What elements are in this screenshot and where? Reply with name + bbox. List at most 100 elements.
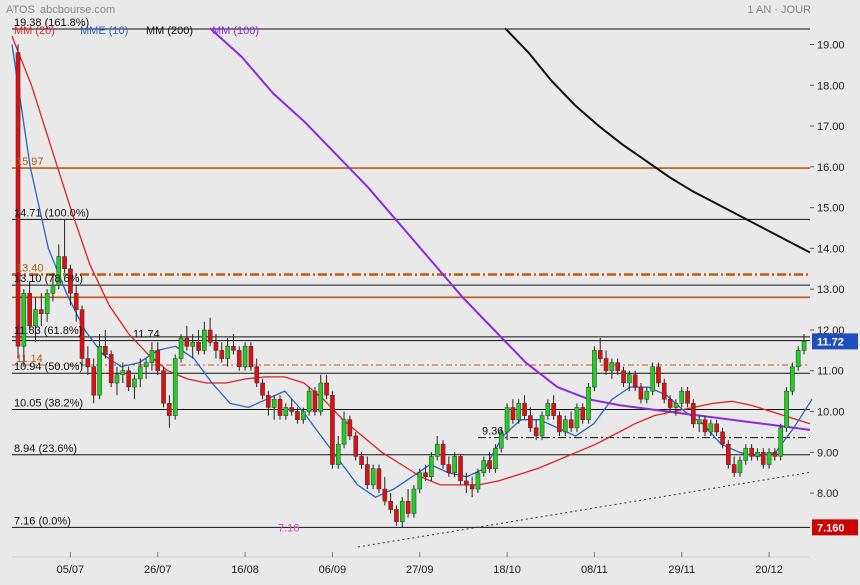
candle-body xyxy=(44,293,50,314)
candle xyxy=(120,362,126,383)
candle xyxy=(137,358,143,388)
candle-body xyxy=(685,390,690,404)
candle-body xyxy=(516,403,522,420)
candle-body xyxy=(219,350,225,359)
candle xyxy=(382,476,388,506)
candle xyxy=(638,382,644,404)
candle-body xyxy=(452,456,457,473)
ma-line-4 xyxy=(209,27,811,431)
candle-body xyxy=(469,484,475,490)
x-tick-label: 26/07 xyxy=(144,564,172,576)
candle-body xyxy=(236,350,242,367)
candle xyxy=(563,415,568,436)
candle-body xyxy=(155,350,161,372)
candle xyxy=(667,395,673,412)
candle-body xyxy=(50,284,56,294)
candle-body xyxy=(254,366,260,384)
candle xyxy=(190,334,195,359)
candle xyxy=(487,452,492,473)
candle xyxy=(143,358,149,379)
candle xyxy=(394,505,399,526)
candle-body xyxy=(382,488,388,502)
ma-line-3 xyxy=(504,27,811,254)
candle xyxy=(353,431,359,461)
candle xyxy=(749,444,754,461)
candle xyxy=(801,334,807,355)
x-tick-label: 27/09 xyxy=(406,564,434,576)
x-tick-label: 08/11 xyxy=(581,564,608,576)
candle xyxy=(621,366,626,388)
candle-body xyxy=(621,370,626,384)
candle xyxy=(335,436,341,469)
candle-body xyxy=(289,407,294,412)
candle xyxy=(79,305,85,367)
candle-body xyxy=(56,256,62,286)
candle-body xyxy=(603,358,609,371)
candle-body xyxy=(714,423,719,433)
candle-body xyxy=(760,452,766,465)
candle xyxy=(691,399,696,428)
legend-item: MME (10) xyxy=(80,25,128,37)
candle xyxy=(551,395,556,420)
candle xyxy=(528,407,533,432)
candle-body xyxy=(475,472,481,490)
candle xyxy=(85,346,91,375)
candle-body xyxy=(539,415,545,437)
candle xyxy=(167,395,172,428)
candle-body xyxy=(196,341,201,351)
candle xyxy=(225,338,230,367)
candle xyxy=(155,342,161,375)
last-price-value: 11.72 xyxy=(817,336,844,348)
candle xyxy=(114,366,120,396)
candle-body xyxy=(306,390,312,412)
candle xyxy=(103,329,108,359)
candle-body xyxy=(464,480,469,486)
candle xyxy=(178,334,184,363)
candle-body xyxy=(597,350,603,359)
candle xyxy=(644,387,650,404)
candle-body xyxy=(720,431,725,445)
candle xyxy=(475,468,481,494)
candle-body xyxy=(691,403,696,425)
candle xyxy=(720,427,725,449)
candle-body xyxy=(33,309,38,327)
candle-body xyxy=(667,399,673,408)
candle-body xyxy=(39,309,44,314)
candle xyxy=(341,411,347,449)
candle-body xyxy=(97,346,102,396)
trendline xyxy=(357,471,813,548)
candle-body xyxy=(277,399,283,416)
fib-level-label: 10.94 (50.0%) xyxy=(14,361,83,373)
candle-body xyxy=(126,370,131,388)
candle xyxy=(586,382,591,424)
candle-body xyxy=(184,337,190,347)
candle-body xyxy=(120,370,126,376)
candle xyxy=(522,395,527,420)
candle-body xyxy=(696,419,702,425)
candle xyxy=(62,219,67,273)
candle-body xyxy=(650,366,655,392)
candle xyxy=(766,448,772,469)
candle-body xyxy=(586,386,591,420)
x-tick-label: 16/08 xyxy=(231,564,259,576)
candle xyxy=(97,334,102,400)
candle xyxy=(597,338,603,363)
candle-body xyxy=(324,382,329,396)
candle-body xyxy=(708,423,714,433)
candle-body xyxy=(417,472,423,490)
candle xyxy=(737,456,743,477)
candle xyxy=(446,456,452,477)
candle xyxy=(627,370,632,392)
candle xyxy=(370,464,376,490)
candle xyxy=(301,407,306,424)
candle xyxy=(266,391,271,416)
candle-body xyxy=(85,358,91,367)
candle xyxy=(365,456,370,490)
candle xyxy=(359,452,364,469)
candle xyxy=(743,444,749,465)
candle-body xyxy=(405,501,411,514)
candle xyxy=(149,342,155,371)
candle xyxy=(271,395,277,420)
candle-body xyxy=(231,346,236,351)
candle xyxy=(557,411,562,436)
